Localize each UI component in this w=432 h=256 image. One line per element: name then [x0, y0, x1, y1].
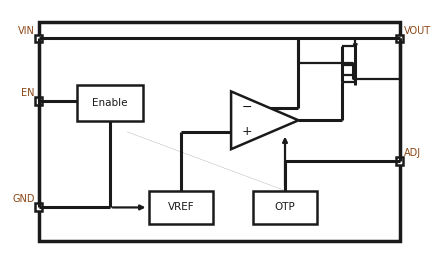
- Polygon shape: [231, 91, 299, 149]
- Bar: [396, 157, 403, 165]
- Bar: [38, 22, 400, 241]
- Text: VIN: VIN: [18, 26, 35, 36]
- Bar: [396, 35, 403, 42]
- Text: Enable: Enable: [92, 98, 127, 108]
- Text: OTP: OTP: [275, 202, 295, 212]
- Bar: [253, 190, 317, 224]
- Text: GND: GND: [12, 194, 35, 204]
- Text: EN: EN: [21, 88, 35, 98]
- Bar: [35, 35, 42, 42]
- Text: +: +: [241, 125, 252, 138]
- Bar: [35, 203, 42, 211]
- Text: VREF: VREF: [168, 202, 194, 212]
- Bar: [35, 97, 42, 105]
- Bar: [149, 190, 213, 224]
- Bar: [77, 85, 143, 121]
- Text: VOUT: VOUT: [403, 26, 431, 36]
- Text: −: −: [241, 101, 252, 114]
- Text: ADJ: ADJ: [403, 148, 421, 158]
